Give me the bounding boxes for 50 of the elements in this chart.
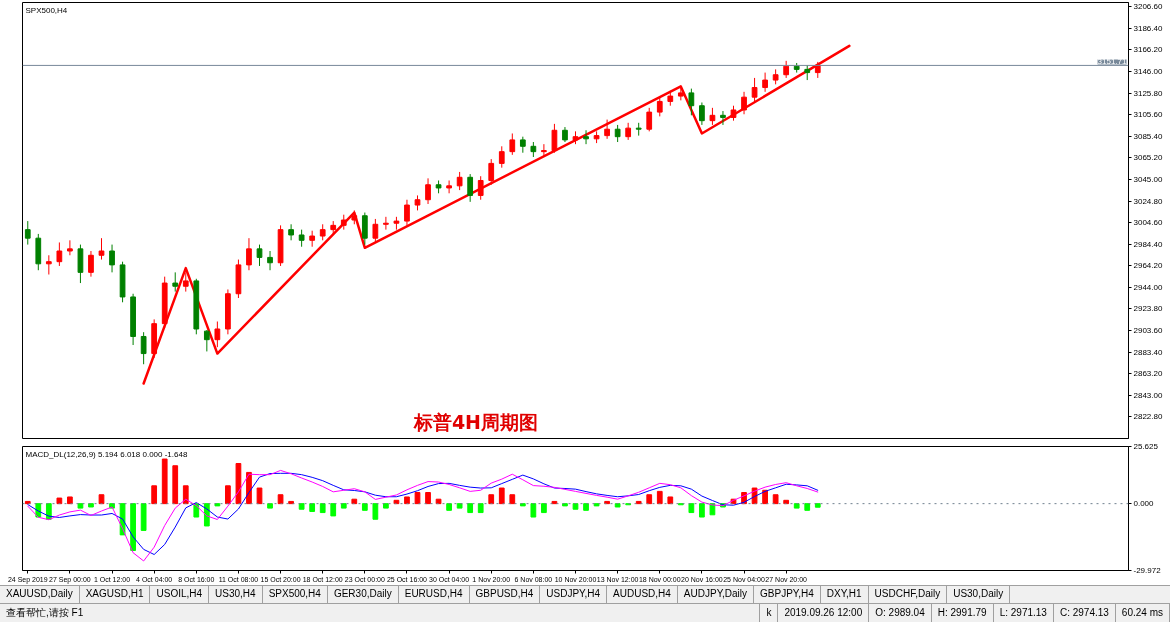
y-tick-label: 2984.40 [1133,239,1163,249]
y-tick-label: 3045.00 [1133,174,1163,184]
y-tick-label: 3186.40 [1133,23,1163,33]
y-tick-label: 3146.00 [1133,67,1163,77]
text: USOIL,H4 [150,586,210,603]
text: 2019.09.26 12:00 [778,604,870,622]
text: C: 2974.13 [1053,604,1116,622]
y-tick-label: 3065.20 [1133,153,1163,163]
y-tick-label: 2903.60 [1133,325,1163,335]
y-tick-label: -29.972 [1133,566,1162,575]
y-tick-label: 3004.60 [1133,218,1163,228]
text: DXY,H1 [820,586,869,603]
y-tick-label: 3125.80 [1133,88,1163,98]
y-tick-label: 2883.40 [1133,347,1163,357]
text: XAGUSD,H1 [79,586,151,603]
text: 查看帮忙,请按 F1 [0,604,761,622]
text: USDJPY,H4 [540,586,608,603]
y-tick-label: 3166.20 [1133,45,1163,55]
text: k [760,604,779,622]
y-tick-label: 25.625 [1133,442,1159,451]
text: USDCHF,Daily [868,586,948,603]
text: GER30,Daily [327,586,399,603]
text: SPX500,H4 [262,586,328,603]
y-tick-label: 3206.60 [1133,2,1163,12]
chart-title: MACD_DL(12,26,9) 5.194 6.018 0.000 -1.648 [25,449,188,459]
text: GBPJPY,H4 [754,586,821,603]
text: US30,H4 [209,586,263,603]
y-tick-label: 3024.80 [1133,196,1163,206]
text: GBPUSD,H4 [469,586,541,603]
text: AUDJPY,Daily [677,586,755,603]
annotation: 标普4H周期图 [412,410,539,433]
y-tick-label: 2944.00 [1133,282,1163,292]
text: 60.24 ms [1115,604,1170,622]
y-tick-label: 3105.60 [1133,110,1163,120]
text: AUDUSD,H4 [607,586,678,603]
y-tick-label: 3085.40 [1133,131,1163,141]
text: US30,Daily [947,586,1011,603]
chart-title: SPX500,H4 [25,5,68,15]
y-tick-label: 2964.20 [1133,261,1163,271]
text: O: 2989.04 [869,604,932,622]
y-tick-label: 2843.00 [1133,390,1163,400]
text: XAUUSD,Daily [0,586,80,603]
y-tick-label: 2863.20 [1133,369,1163,379]
text: L: 2971.13 [993,604,1054,622]
ref-line-label: 3151.71 [1097,57,1128,67]
y-tick-label: 0.000 [1133,499,1155,509]
y-tick-label: 2923.80 [1133,304,1163,314]
y-tick-label: 2822.80 [1133,412,1163,422]
text: H: 2991.79 [931,604,994,622]
text: EURUSD,H4 [398,586,470,603]
